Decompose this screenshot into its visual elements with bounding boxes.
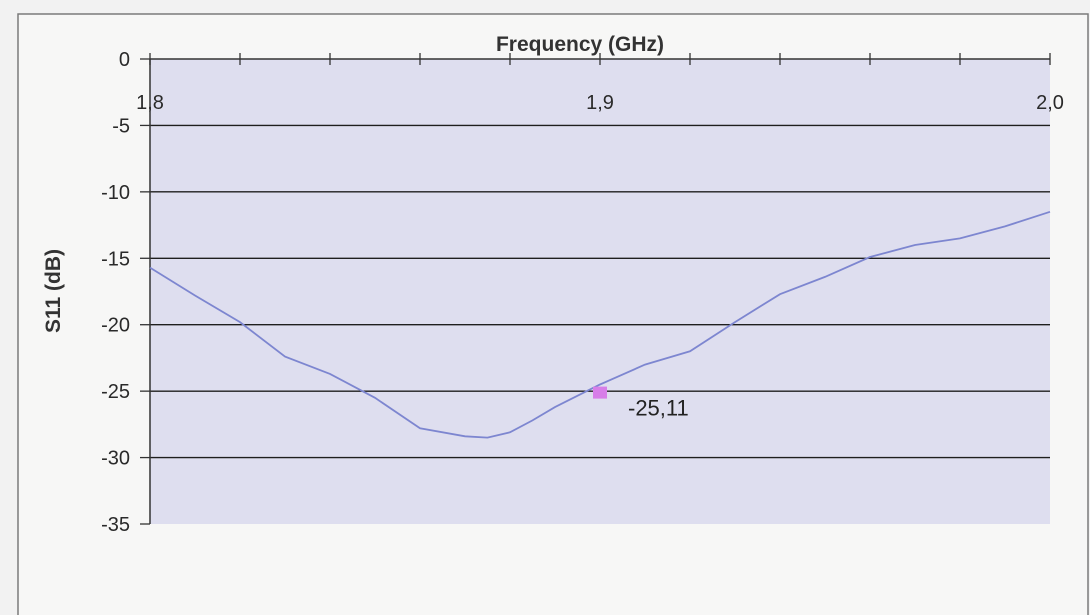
plot-area bbox=[150, 59, 1050, 524]
y-tick-label: 0 bbox=[119, 49, 130, 71]
series-layer: -25,11 bbox=[149, 210, 1051, 439]
y-axis-title: S11 (dB) bbox=[42, 249, 65, 333]
y-tick-label: -15 bbox=[101, 248, 130, 270]
x-tick-label: 1,9 bbox=[586, 92, 614, 114]
y-tick-label: -10 bbox=[101, 182, 130, 204]
y-tick-label: -25 bbox=[101, 381, 130, 403]
y-tick-label: -20 bbox=[101, 315, 130, 337]
axes: 0 -5 -10 -15 -20 -25 -30 -35 1,8 1,9 2,0 bbox=[101, 49, 1064, 536]
y-tick-label: -35 bbox=[101, 514, 130, 536]
x-tick-label: 1,8 bbox=[136, 92, 164, 114]
y-tick-label: -5 bbox=[112, 115, 130, 137]
x-tick-label: 2,0 bbox=[1036, 92, 1064, 114]
series-line bbox=[149, 210, 1051, 439]
highlight-marker bbox=[593, 386, 607, 399]
data-label: -25,11 bbox=[628, 396, 689, 421]
y-tick-label: -30 bbox=[101, 448, 130, 470]
x-axis-title: Frequency (GHz) bbox=[496, 33, 664, 56]
